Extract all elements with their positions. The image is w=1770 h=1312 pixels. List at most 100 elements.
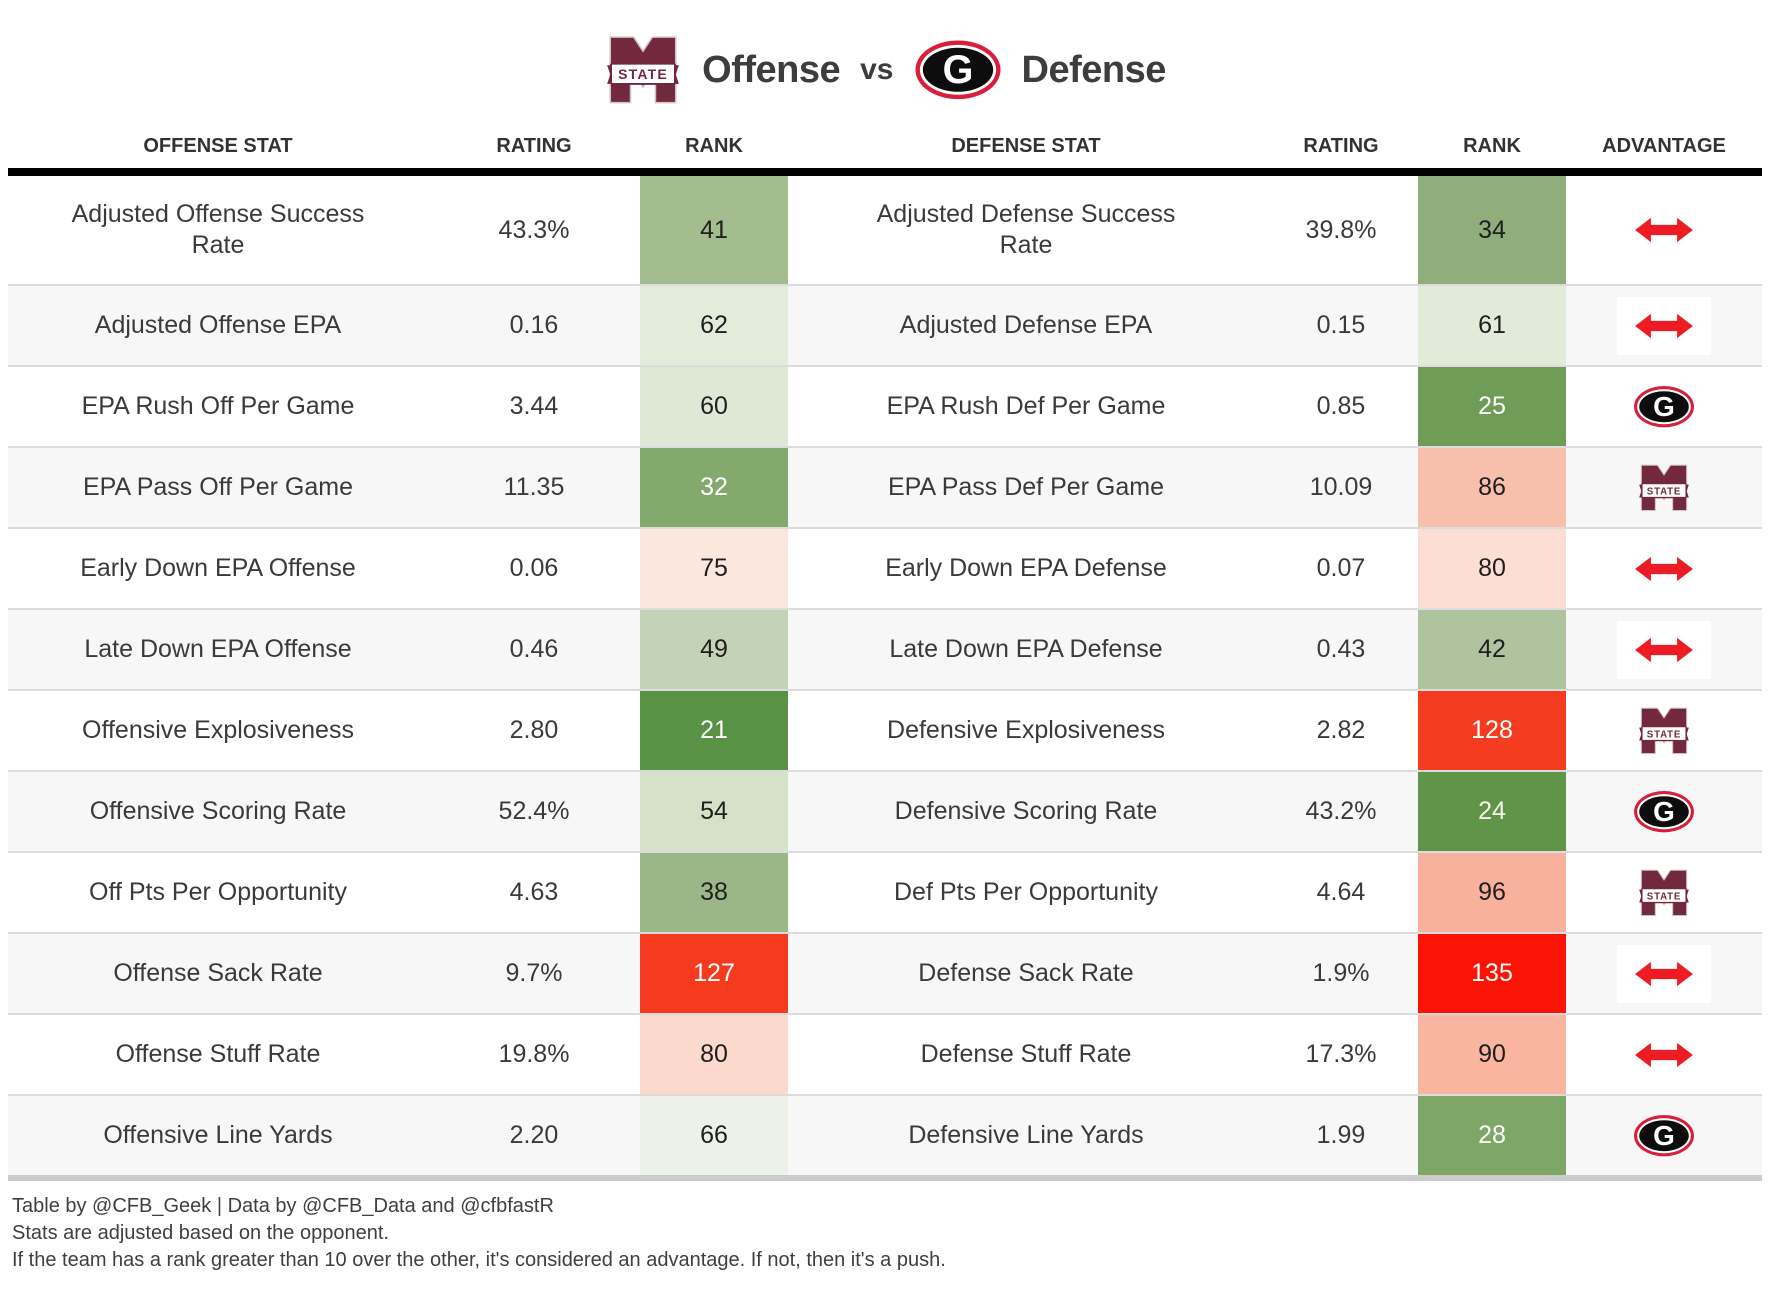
- advantage-cell: [1566, 529, 1762, 608]
- offense-rating-value: 11.35: [503, 473, 565, 501]
- advantage-cell: STATE: [1566, 853, 1762, 932]
- mississippi-state-logo-icon: STATE: [604, 34, 682, 106]
- vs-label: vs: [860, 53, 894, 86]
- offense-rating-value: 4.63: [509, 878, 559, 906]
- defense-stat-name: Early Down EPA Defense: [885, 554, 1167, 582]
- offense-rank-value: 62: [640, 286, 788, 365]
- offense-rating-value: 2.20: [509, 1121, 559, 1149]
- table-row: Off Pts Per Opportunity 4.63 38 Def Pts …: [8, 851, 1762, 932]
- mississippi-state-logo-icon: STATE: [1637, 868, 1691, 918]
- svg-text:STATE: STATE: [1647, 486, 1681, 497]
- table-body: Adjusted Offense Success Rate 43.3% 41 A…: [8, 176, 1762, 1175]
- defense-stat-name: Late Down EPA Defense: [889, 635, 1163, 663]
- defense-rating-value: 2.82: [1316, 716, 1366, 744]
- offense-rank-value: 75: [640, 529, 788, 608]
- offense-rating-value: 9.7%: [505, 959, 563, 987]
- offense-rating-value: 52.4%: [498, 797, 570, 825]
- col-header-offense-rating: RATING: [496, 134, 572, 157]
- offense-stat-name: Offensive Line Yards: [103, 1121, 333, 1149]
- offense-rating-value: 19.8%: [498, 1040, 570, 1068]
- table-header-row: OFFENSE STAT RATING RANK DEFENSE STAT RA…: [8, 124, 1762, 168]
- defense-rank-value: 96: [1418, 853, 1566, 932]
- defense-stat-name: Adjusted Defense Success Rate: [876, 200, 1176, 259]
- defense-stat-name: Adjusted Defense EPA: [899, 311, 1153, 339]
- advantage-cell: G: [1566, 772, 1762, 851]
- col-header-defense-rank: RANK: [1463, 134, 1521, 157]
- defense-stat-name: EPA Rush Def Per Game: [886, 392, 1166, 420]
- georgia-logo-icon: G: [1633, 1114, 1695, 1157]
- advantage-cell: [1566, 934, 1762, 1013]
- push-arrows-icon: [1617, 539, 1711, 598]
- header-divider-rule: [8, 168, 1762, 176]
- offense-rating-value: 0.06: [509, 554, 559, 582]
- defense-rating-value: 0.07: [1316, 554, 1366, 582]
- footer-note-adjusted: Stats are adjusted based on the opponent…: [12, 1222, 389, 1244]
- svg-text:G: G: [1653, 796, 1675, 827]
- stats-table: OFFENSE STAT RATING RANK DEFENSE STAT RA…: [8, 124, 1762, 1181]
- defense-rating-value: 4.64: [1316, 878, 1366, 906]
- defense-rating-value: 1.99: [1316, 1121, 1366, 1149]
- col-header-defense-rating: RATING: [1303, 134, 1379, 157]
- mississippi-state-logo-icon: STATE: [1637, 463, 1691, 513]
- offense-rating-value: 43.3%: [498, 215, 570, 244]
- defense-rank-value: 25: [1418, 367, 1566, 446]
- push-arrows-icon: [1617, 201, 1711, 259]
- offense-rating-value: 0.16: [509, 311, 559, 339]
- defense-rating-value: 17.3%: [1305, 1040, 1377, 1068]
- offense-stat-name: Offense Stuff Rate: [115, 1040, 321, 1068]
- table-row: Early Down EPA Offense 0.06 75 Early Dow…: [8, 527, 1762, 608]
- col-header-offense-stat: OFFENSE STAT: [143, 134, 293, 157]
- defense-stat-name: Defense Stuff Rate: [920, 1040, 1132, 1068]
- advantage-cell: STATE: [1566, 691, 1762, 770]
- page-title: STATE Offense vs G Defense: [0, 0, 1770, 114]
- table-row: Offensive Scoring Rate 52.4% 54 Defensiv…: [8, 770, 1762, 851]
- advantage-cell: [1566, 1015, 1762, 1094]
- offense-rating-value: 2.80: [509, 716, 559, 744]
- defense-rating-value: 0.15: [1316, 311, 1366, 339]
- offense-stat-name: Off Pts Per Opportunity: [89, 878, 347, 906]
- offense-rating-value: 3.44: [509, 392, 559, 420]
- svg-text:G: G: [1653, 1120, 1675, 1151]
- defense-rank-value: 86: [1418, 448, 1566, 527]
- offense-rank-value: 32: [640, 448, 788, 527]
- push-arrows-icon: [1617, 620, 1711, 679]
- push-arrows-icon: [1617, 296, 1711, 355]
- footer-credit-line: Table by @CFB_Geek | Data by @CFB_Data a…: [12, 1195, 554, 1217]
- footer-notes: Table by @CFB_Geek | Data by @CFB_Data a…: [12, 1193, 1770, 1274]
- offense-rank-value: 66: [640, 1096, 788, 1175]
- offense-title-label: Offense: [702, 48, 841, 91]
- svg-text:G: G: [942, 48, 973, 92]
- offense-rank-value: 54: [640, 772, 788, 851]
- defense-rank-value: 128: [1418, 691, 1566, 770]
- offense-rank-value: 38: [640, 853, 788, 932]
- table-row: Offense Sack Rate 9.7% 127 Defense Sack …: [8, 932, 1762, 1013]
- table-row: Offensive Line Yards 2.20 66 Defensive L…: [8, 1094, 1762, 1175]
- table-row: EPA Pass Off Per Game 11.35 32 EPA Pass …: [8, 446, 1762, 527]
- defense-rank-value: 24: [1418, 772, 1566, 851]
- defense-rating-value: 43.2%: [1305, 797, 1377, 825]
- offense-rank-value: 41: [640, 176, 788, 284]
- defense-stat-name: Defensive Scoring Rate: [894, 797, 1158, 825]
- offense-stat-name: Early Down EPA Offense: [80, 554, 356, 582]
- offense-stat-name: Offensive Scoring Rate: [89, 797, 347, 825]
- advantage-cell: STATE: [1566, 448, 1762, 527]
- push-arrows-icon: [1617, 944, 1711, 1003]
- defense-rating-value: 1.9%: [1312, 959, 1370, 987]
- defense-rank-value: 80: [1418, 529, 1566, 608]
- offense-stat-name: Late Down EPA Offense: [84, 635, 352, 663]
- offense-stat-name: Offense Sack Rate: [113, 959, 323, 987]
- georgia-logo-icon: G: [914, 39, 1002, 101]
- svg-text:STATE: STATE: [618, 66, 668, 82]
- svg-text:STATE: STATE: [1647, 729, 1681, 740]
- offense-rank-value: 49: [640, 610, 788, 689]
- defense-rank-value: 90: [1418, 1015, 1566, 1094]
- col-header-advantage: ADVANTAGE: [1602, 134, 1726, 157]
- advantage-cell: [1566, 286, 1762, 365]
- table-row: Late Down EPA Offense 0.46 49 Late Down …: [8, 608, 1762, 689]
- offense-rank-value: 127: [640, 934, 788, 1013]
- table-row: EPA Rush Off Per Game 3.44 60 EPA Rush D…: [8, 365, 1762, 446]
- offense-rank-value: 80: [640, 1015, 788, 1094]
- advantage-cell: G: [1566, 1096, 1762, 1175]
- offense-stat-name: Adjusted Offense EPA: [94, 311, 342, 339]
- col-header-defense-stat: DEFENSE STAT: [951, 134, 1101, 157]
